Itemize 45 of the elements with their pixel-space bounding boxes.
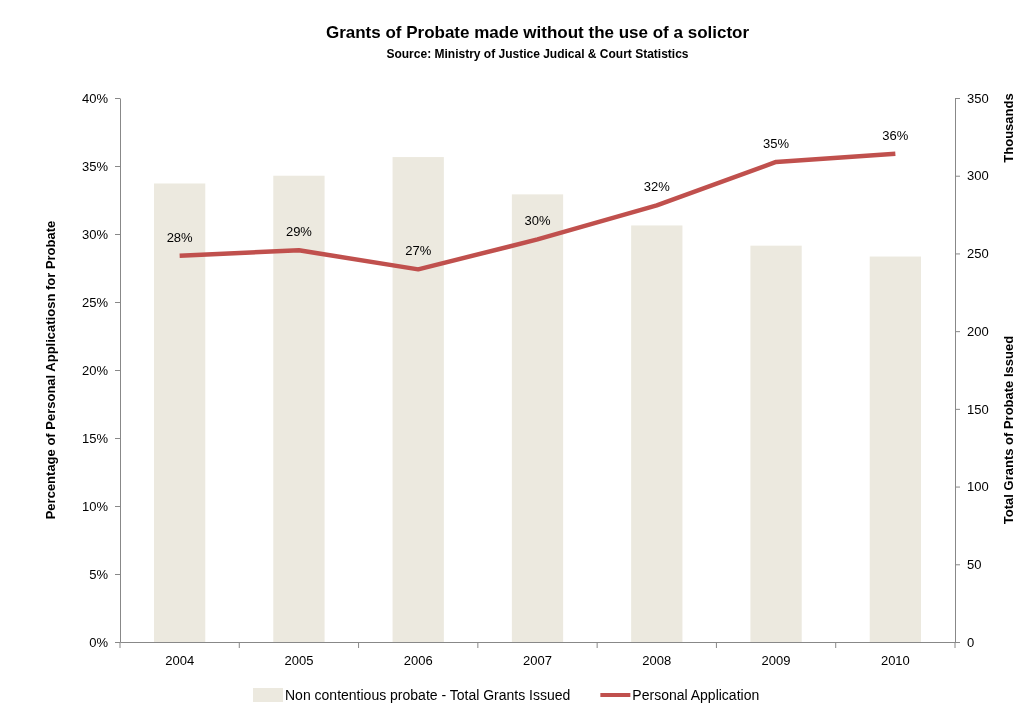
y2-tick-label: 50 [967, 556, 982, 572]
y2-tick-label: 0 [967, 634, 975, 650]
y-tick-label: 0% [89, 634, 109, 650]
legend-label: Personal Application [632, 687, 760, 703]
y-tick-label: 25% [81, 294, 109, 310]
x-tick-label: 2010 [880, 653, 910, 669]
y2-axis-title: Total Grants of Probate Issued [1001, 335, 1016, 525]
y2-tick-label: 250 [967, 246, 989, 262]
data-label: 32% [643, 179, 671, 195]
y-tick-label: 15% [81, 430, 109, 446]
data-label: 36% [882, 127, 909, 143]
chart-subtitle: Source: Ministry of Justice Judical & Court Statistics [386, 47, 689, 61]
data-label: 29% [285, 224, 313, 240]
y-tick-label: 40% [81, 90, 109, 106]
data-label: 35% [763, 135, 790, 151]
y2-tick-label: 150 [967, 401, 989, 417]
y2-tick-label: 100 [967, 479, 989, 495]
bar [511, 194, 564, 642]
data-label: 28% [166, 229, 194, 245]
y-axis-title: Percentage of Personal Applicatiosn for Probate [43, 220, 58, 520]
bar [392, 157, 444, 642]
text: Thousands [1001, 93, 1016, 163]
bar [631, 225, 683, 642]
x-tick-label: 2007 [523, 653, 552, 669]
data-label: 27% [405, 243, 432, 259]
chart-title: Grants of Probate made without the use of a solictor [325, 23, 750, 42]
x-tick-label: 2006 [403, 653, 433, 669]
bar [869, 256, 921, 642]
legend-label: Non contentious probate - Total Grants Issued [285, 687, 571, 703]
y-tick-label: 5% [89, 566, 109, 582]
bar [154, 183, 206, 642]
y2-tick-label: 200 [967, 323, 989, 339]
bar [273, 175, 325, 642]
y-tick-label: 35% [81, 158, 109, 174]
y2-tick-label: 300 [967, 168, 989, 184]
x-tick-label: 2005 [284, 653, 314, 669]
bar [750, 245, 802, 642]
x-tick-label: 2009 [761, 653, 791, 669]
y-tick-label: 20% [81, 362, 109, 378]
y2-tick-label: 350 [967, 90, 989, 106]
y-tick-label: 10% [81, 498, 109, 514]
data-label: 30% [524, 213, 551, 229]
x-tick-label: 2008 [642, 653, 672, 669]
y-tick-label: 30% [81, 226, 109, 242]
x-tick-label: 2004 [165, 653, 195, 669]
